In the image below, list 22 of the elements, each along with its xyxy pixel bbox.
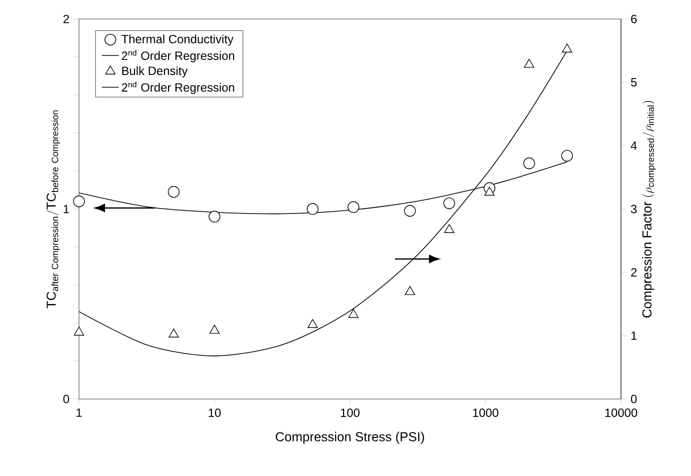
x-tick-label: 1000 (473, 408, 498, 417)
y-axis-title: $\mathrm{TC}_{\mathrm{after\ Compression}}/\mathrm{TC}_{\mathrm{before\ Compression}}$ (46, 110, 60, 308)
legend-label: Bulk Density (122, 66, 188, 78)
y2-tick-label: 3 (630, 204, 637, 214)
x-tick-label: 10000 (605, 408, 638, 417)
y2-tick-label: 6 (631, 14, 637, 24)
y-tick-label: 2 (63, 14, 69, 24)
x-axis-title: Compression Stress (PSI) (276, 432, 424, 444)
y2-tick-label: 2 (631, 268, 637, 276)
legend-label: 2$^{nd}$ Order Regression (122, 50, 234, 62)
legend-label: 2$^{nd}$ Order Regression (122, 81, 234, 94)
y2-tick-label: 4 (630, 142, 637, 150)
y-tick-label: 0 (63, 394, 70, 404)
legend-label: Thermal Conductivity (122, 34, 234, 46)
x-tick-label: 1 (76, 408, 82, 417)
y-tick-label: 1 (64, 204, 69, 214)
y2-tick-label: 1 (631, 332, 637, 340)
y2-tick-label: 5 (631, 78, 637, 86)
y2-axis-title: $\mathrm{Compression\ Factor\ (}\rho_{\mathrm{compressed}}/\rho_{\mathrm{initial}}\mathrm{)}$ (642, 101, 656, 318)
y2-tick-label: 0 (630, 394, 637, 404)
x-tick-label: 10 (208, 408, 221, 417)
x-tick-label: 100 (340, 408, 360, 417)
